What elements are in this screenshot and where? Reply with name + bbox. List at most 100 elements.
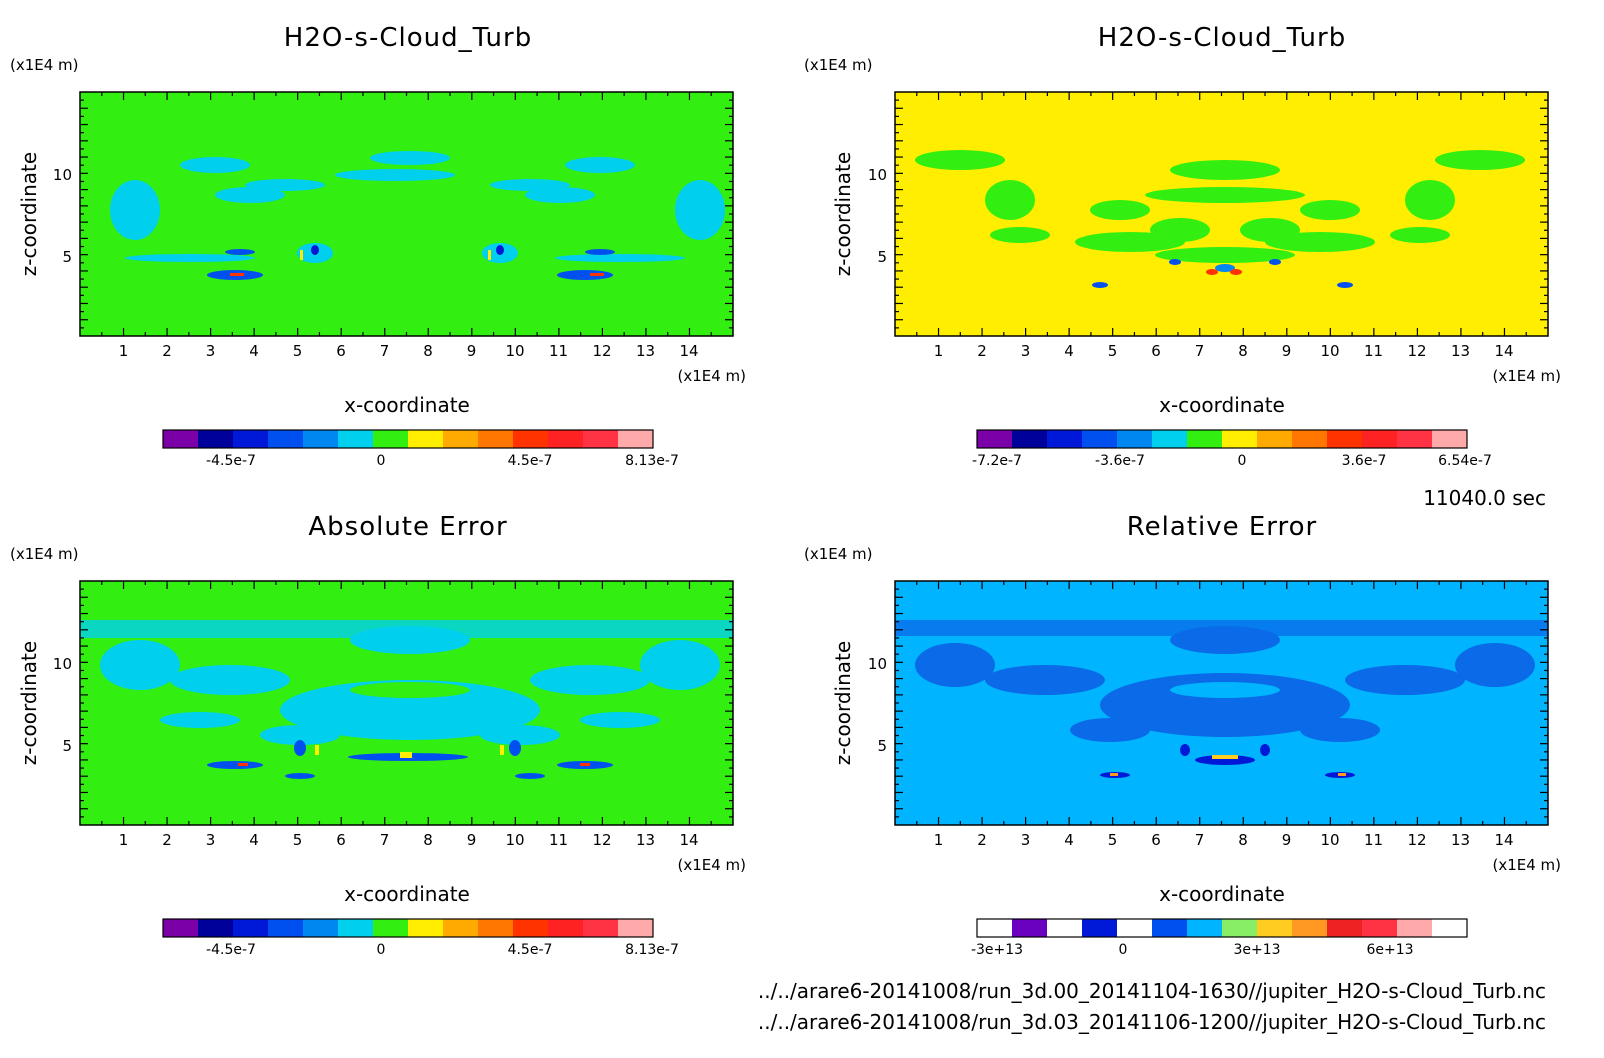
panel-title: Absolute Error <box>308 512 507 542</box>
x-tick-label: 1 <box>934 831 944 849</box>
colorbar-swatch <box>163 919 199 937</box>
x-tick-label: 3 <box>206 831 216 849</box>
colorbar-label: 3e+13 <box>1233 942 1280 958</box>
colorbar-label: 6.54e-7 <box>1438 453 1492 469</box>
x-tick-label: 13 <box>636 342 655 360</box>
colorbar-swatch <box>618 919 654 937</box>
colorbar-label: 8.13e-7 <box>625 942 679 958</box>
plot-area <box>79 91 734 337</box>
colorbar-swatch <box>373 430 409 448</box>
x-tick-label: 5 <box>1108 831 1118 849</box>
colorbar-swatch <box>1257 919 1293 937</box>
x-tick-label: 5 <box>293 342 303 360</box>
colorbar-swatch <box>198 919 234 937</box>
x-tick-label: 2 <box>162 342 172 360</box>
y-unit-label: (x1E4 m) <box>10 545 79 563</box>
colorbar-swatch <box>583 430 619 448</box>
colorbar-swatch <box>373 919 409 937</box>
colorbar-swatch <box>1152 919 1188 937</box>
x-tick-label: 3 <box>1021 831 1031 849</box>
x-tick-label: 14 <box>1494 342 1513 360</box>
x-tick-label: 4 <box>1064 342 1074 360</box>
x-tick-label: 8 <box>423 342 433 360</box>
colorbar-swatch <box>1187 430 1223 448</box>
x-tick-label: 12 <box>1407 342 1426 360</box>
colorbar: -3e+13 0 3e+13 6e+13 <box>971 918 1468 958</box>
colorbar-swatches <box>162 918 654 938</box>
x-axis-label: x-coordinate <box>1159 882 1285 906</box>
y-axis-label: z-coordinate <box>17 152 41 276</box>
x-tick-label: 1 <box>119 831 129 849</box>
panel-bottom-right: Relative Error (x1E4 m) <box>804 512 1561 958</box>
colorbar-frame <box>976 918 1468 938</box>
x-tick-label: 13 <box>1451 342 1470 360</box>
x-tick-label: 11 <box>1364 831 1383 849</box>
y-tick-label: 10 <box>868 655 887 673</box>
colorbar-swatch <box>1117 919 1153 937</box>
colorbar-label: 8.13e-7 <box>625 453 679 469</box>
colorbar-frame <box>976 429 1468 449</box>
colorbar-swatch <box>977 919 1013 937</box>
colorbar-swatch <box>443 430 479 448</box>
y-unit-label: (x1E4 m) <box>10 56 79 74</box>
colorbar-label: -4.5e-7 <box>206 453 256 469</box>
x-unit-label: (x1E4 m) <box>1492 856 1561 874</box>
colorbar-swatches <box>976 429 1468 449</box>
y-tick-label: 5 <box>877 737 887 755</box>
colorbar-swatch <box>478 919 514 937</box>
colorbar-swatch <box>513 919 549 937</box>
tick-marks <box>895 581 1548 825</box>
x-tick-label: 7 <box>380 342 390 360</box>
colorbar-label: -3.6e-7 <box>1095 453 1145 469</box>
colorbar-swatch <box>338 919 374 937</box>
x-tick-label: 11 <box>549 831 568 849</box>
colorbar-swatch <box>163 430 199 448</box>
x-unit-label: (x1E4 m) <box>677 856 746 874</box>
colorbar-swatch <box>1117 430 1153 448</box>
plot-area <box>894 91 1549 337</box>
panel-title: H2O-s-Cloud_Turb <box>284 23 532 53</box>
x-tick-label: 6 <box>1151 342 1161 360</box>
colorbar-swatch <box>1082 430 1118 448</box>
plot-background <box>80 92 733 336</box>
contour-features <box>80 620 733 779</box>
x-tick-label: 14 <box>679 831 698 849</box>
y-tick-label: 5 <box>62 737 72 755</box>
x-tick-label: 8 <box>423 831 433 849</box>
y-unit-label: (x1E4 m) <box>804 56 873 74</box>
x-tick-label: 6 <box>1151 831 1161 849</box>
x-tick-label: 13 <box>1451 831 1470 849</box>
colorbar-swatch <box>1432 919 1468 937</box>
y-axis-label: z-coordinate <box>831 152 855 276</box>
colorbar-swatch <box>1292 919 1328 937</box>
x-tick-label: 8 <box>1238 342 1248 360</box>
colorbar-swatch <box>1432 430 1468 448</box>
x-tick-label: 4 <box>249 831 259 849</box>
colorbar-swatch <box>1047 430 1083 448</box>
colorbar-swatch <box>1292 430 1328 448</box>
x-tick-label: 1 <box>119 342 129 360</box>
colorbar-label: 4.5e-7 <box>508 942 553 958</box>
colorbar-label: 4.5e-7 <box>508 453 553 469</box>
plot-area <box>79 580 734 826</box>
colorbar-swatch <box>198 430 234 448</box>
x-tick-label: 10 <box>1320 342 1339 360</box>
x-tick-labels: 1 2 3 4 5 6 7 8 9 10 11 12 13 14 <box>119 342 699 360</box>
y-tick-label: 5 <box>877 248 887 266</box>
colorbar-swatch <box>1327 919 1363 937</box>
x-axis-label: x-coordinate <box>344 393 470 417</box>
plot-area <box>894 580 1549 826</box>
x-tick-label: 12 <box>1407 831 1426 849</box>
colorbar-swatch <box>1362 430 1398 448</box>
panel-top-left: H2O-s-Cloud_Turb (x1E4 m) <box>10 23 746 469</box>
x-tick-label: 7 <box>380 831 390 849</box>
x-tick-label: 2 <box>162 831 172 849</box>
colorbar-swatch <box>513 430 549 448</box>
colorbar: -4.5e-7 0 4.5e-7 8.13e-7 <box>162 918 679 958</box>
x-tick-label: 2 <box>977 831 987 849</box>
x-tick-label: 4 <box>1064 831 1074 849</box>
contour-features <box>915 150 1525 288</box>
tick-marks <box>895 92 1548 336</box>
colorbar-swatch <box>583 919 619 937</box>
